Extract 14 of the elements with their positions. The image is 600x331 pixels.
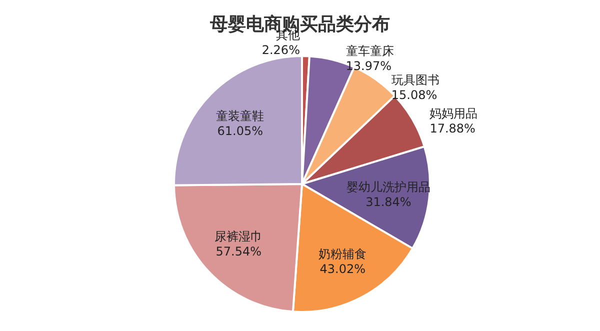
slice-label: 童装童鞋 [216,108,264,123]
data-label: 17.88% [430,121,476,136]
slice-label: 尿裤湿巾 [214,230,263,244]
data-label: 61.05% [217,124,264,138]
data-label: 15.08% [391,88,438,102]
slice-label: 玩具图书 [391,72,440,87]
slice-label: 妈妈用品 [430,106,478,120]
data-label: 57.54% [216,244,262,259]
slice-label: 奶粉辅食 [318,246,367,261]
data-label: 31.84% [366,195,412,210]
data-label: 13.97% [346,58,392,73]
data-label: 43.02% [320,262,366,276]
data-label: 2.26% [262,43,300,58]
slice-label: 童车童床 [346,44,394,58]
